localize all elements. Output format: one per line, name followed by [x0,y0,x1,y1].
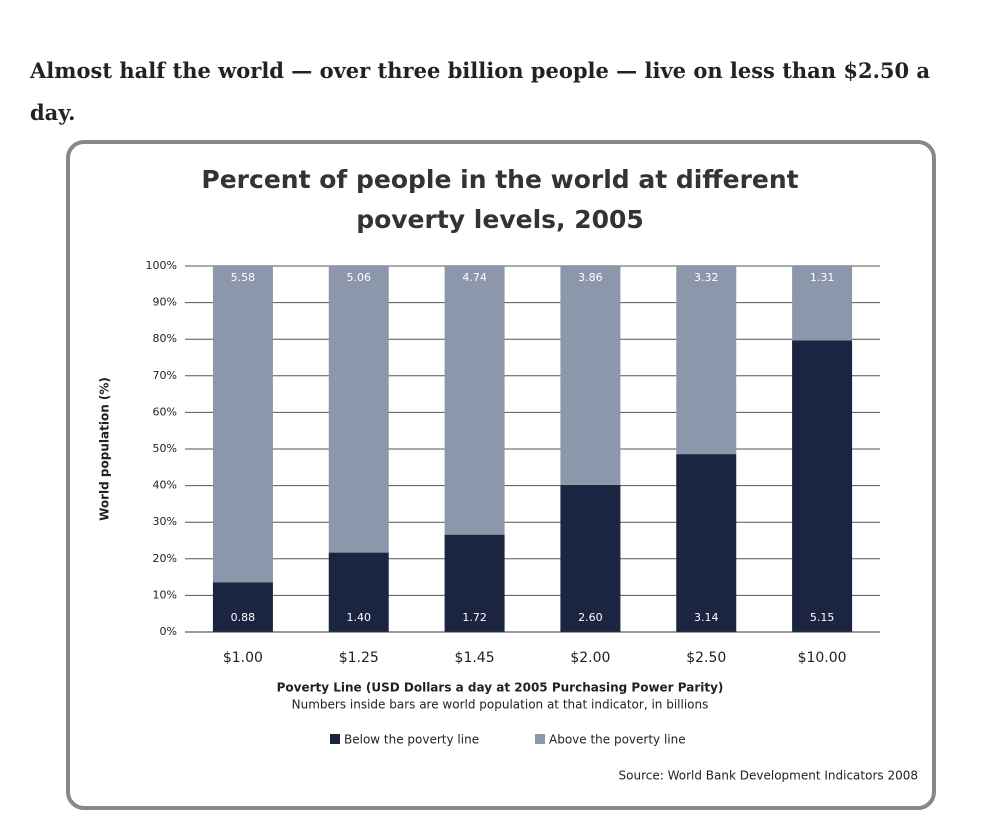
chart-title: Percent of people in the world at differ… [201,165,799,234]
bar-value-label: 1.31 [810,271,835,284]
bar-value-label: 1.72 [462,611,487,624]
bar-value-label: 5.58 [231,271,256,284]
legend-label: Below the poverty line [344,733,479,747]
bar-value-label: 3.32 [694,271,719,284]
intro-text: Almost half the world — over three billi… [30,58,931,125]
bar-segment [792,266,853,341]
x-tick-label: $1.25 [339,650,379,666]
y-axis-label: World population (%) [98,377,112,521]
bar-segment [212,266,273,583]
bar-value-label: 1.40 [347,611,372,624]
y-tick-label: 30% [153,515,177,528]
bar-value-label: 5.15 [810,611,835,624]
y-tick-label: 70% [153,369,177,382]
y-tick-label: 100% [146,259,177,272]
bar-value-label: 0.88 [231,611,256,624]
bar-value-label: 5.06 [347,271,372,284]
x-tick-label: $10.00 [798,650,847,666]
legend-swatch [535,734,545,744]
legend-label: Above the poverty line [549,733,686,747]
y-tick-label: 0% [160,625,177,638]
y-tick-label: 20% [153,552,177,565]
bar-segment [328,266,389,553]
bar-value-label: 4.74 [462,271,487,284]
bar-segment [560,266,621,485]
bar-value-label: 3.86 [578,271,603,284]
y-tick-label: 40% [153,479,177,492]
bar-value-label: 3.14 [694,611,719,624]
bar-segment [676,454,737,632]
y-tick-label: 60% [153,405,177,418]
title-box: Percent of people in the world at differ… [201,165,799,234]
y-tick-label: 90% [153,296,177,309]
bar-segment [560,484,621,632]
y-tick-label: 50% [153,442,177,455]
bar-segment [676,266,737,455]
bar-segment [212,582,273,632]
bar-value-label: 2.60 [578,611,603,624]
bar-segment [328,552,389,632]
bar-segment [792,340,853,632]
legend-swatch [330,734,340,744]
x-tick-label: $2.50 [686,650,726,666]
y-tick-label: 10% [153,588,177,601]
x-tick-label: $2.00 [570,650,610,666]
x-tick-label: $1.00 [223,650,263,666]
source: Source: World Bank Development Indicator… [619,769,918,783]
bar-segment [444,266,505,535]
y-tick-label: 80% [153,332,177,345]
note: Numbers inside bars are world population… [292,698,709,712]
bar-segment [444,534,505,632]
x-axis-label: Poverty Line (USD Dollars a day at 2005 … [277,681,724,695]
x-tick-label: $1.45 [455,650,495,666]
